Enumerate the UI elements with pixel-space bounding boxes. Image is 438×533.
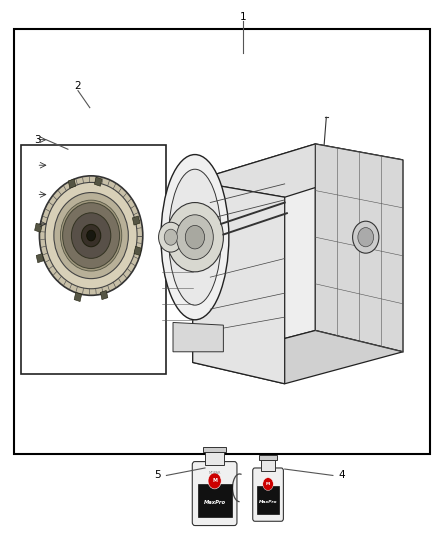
Text: MOPAR: MOPAR	[208, 471, 221, 475]
Ellipse shape	[81, 224, 101, 247]
Circle shape	[208, 473, 221, 489]
Bar	[198, 483, 232, 517]
Circle shape	[166, 203, 223, 272]
Bar	[203, 447, 226, 452]
Circle shape	[263, 478, 273, 490]
Circle shape	[159, 222, 183, 252]
Polygon shape	[173, 322, 223, 352]
Polygon shape	[193, 144, 403, 197]
Circle shape	[185, 225, 205, 249]
Circle shape	[164, 229, 177, 245]
Text: 5: 5	[154, 471, 161, 480]
Bar	[257, 486, 279, 514]
Bar	[259, 455, 277, 460]
Text: 2: 2	[74, 82, 81, 91]
Circle shape	[177, 215, 213, 260]
Ellipse shape	[87, 230, 95, 241]
Polygon shape	[315, 144, 403, 352]
Bar	[134, 246, 141, 255]
FancyBboxPatch shape	[192, 462, 237, 526]
Text: M: M	[266, 482, 270, 486]
Ellipse shape	[63, 203, 120, 269]
Text: MaxPro: MaxPro	[259, 500, 277, 504]
Text: MaxPro: MaxPro	[204, 500, 226, 505]
Ellipse shape	[60, 200, 122, 271]
Polygon shape	[193, 181, 285, 384]
Text: 1: 1	[240, 12, 247, 22]
Ellipse shape	[169, 169, 221, 305]
FancyBboxPatch shape	[253, 468, 283, 521]
Bar	[100, 290, 108, 300]
Ellipse shape	[161, 155, 229, 320]
Bar	[261, 460, 275, 471]
Text: 4: 4	[338, 471, 345, 480]
Ellipse shape	[45, 182, 137, 289]
Ellipse shape	[54, 192, 128, 279]
Ellipse shape	[65, 205, 117, 266]
Text: 3: 3	[34, 135, 41, 144]
Bar	[35, 223, 42, 232]
Bar	[132, 216, 140, 225]
Bar	[14, 29, 430, 454]
Polygon shape	[193, 330, 403, 384]
Bar	[68, 179, 76, 188]
Bar	[21, 145, 166, 374]
Ellipse shape	[39, 176, 143, 295]
Bar	[95, 177, 102, 186]
Circle shape	[358, 228, 374, 247]
Polygon shape	[193, 144, 315, 362]
Circle shape	[353, 221, 379, 253]
Ellipse shape	[69, 210, 113, 261]
Text: M: M	[212, 479, 217, 483]
Bar	[205, 452, 224, 465]
Ellipse shape	[71, 213, 111, 259]
Bar	[74, 293, 81, 302]
Bar	[36, 254, 44, 263]
